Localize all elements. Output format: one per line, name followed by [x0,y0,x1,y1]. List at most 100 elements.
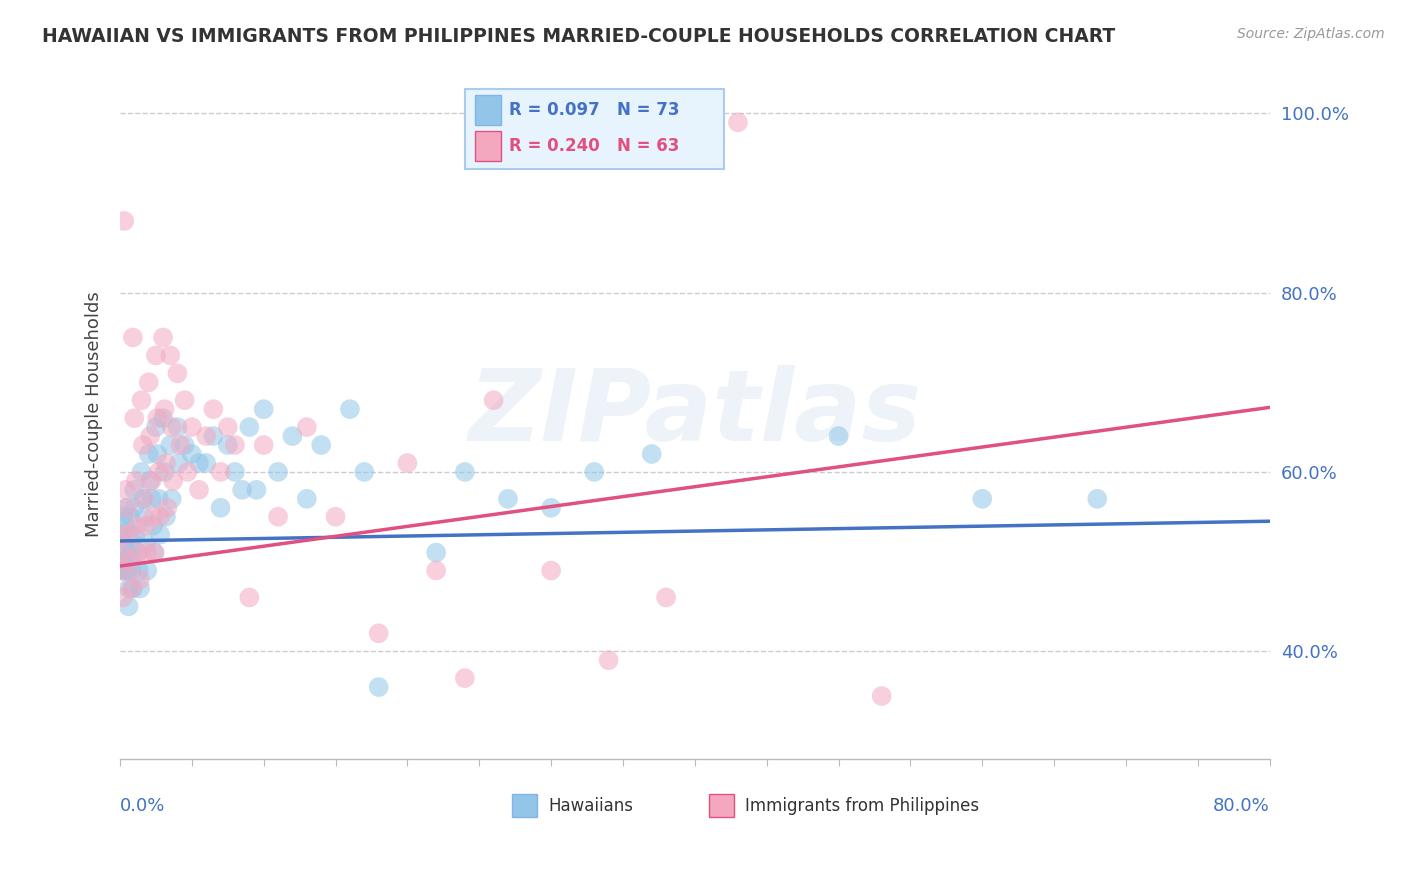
Point [153,402,176,417]
Text: ZIPatlas: ZIPatlas [468,365,921,462]
Point [173,393,195,408]
Point [132,438,155,452]
Point [166,420,188,434]
Point [295,420,318,434]
Text: Immigrants from Philippines: Immigrants from Philippines [745,797,980,814]
Point [173,438,195,452]
Point [125,474,148,488]
Point [148,465,170,479]
Point [135,536,157,550]
Point [128,564,150,578]
Point [117,599,139,614]
Point [138,376,160,390]
Point [110,555,132,569]
Point [148,491,170,506]
Point [155,509,177,524]
Point [267,509,290,524]
Point [353,465,375,479]
Point [149,509,172,524]
Point [202,402,225,417]
Text: Hawaiians: Hawaiians [548,797,634,814]
Point [160,420,183,434]
Point [142,518,165,533]
Point [540,500,562,515]
Text: Source: ZipAtlas.com: Source: ZipAtlas.com [1237,27,1385,41]
Point [325,509,347,524]
Point [118,509,141,524]
Point [110,564,132,578]
Text: 0.0%: 0.0% [120,797,166,814]
Point [224,438,246,452]
Point [149,527,172,541]
Point [121,546,143,560]
Y-axis label: Married-couple Households: Married-couple Households [86,291,103,536]
Point [217,438,239,452]
Point [367,680,389,694]
Point [134,491,156,506]
Text: 80.0%: 80.0% [1213,797,1270,814]
Point [115,564,138,578]
Point [339,402,361,417]
Point [111,564,134,578]
Point [114,483,136,497]
Point [641,447,664,461]
Point [146,447,169,461]
Point [176,465,198,479]
Point [309,438,332,452]
Point [121,564,143,578]
Point [231,483,253,497]
Point [131,393,153,408]
Point [114,500,136,515]
Point [124,411,146,425]
Point [454,671,477,685]
Point [145,348,167,362]
Point [153,465,176,479]
Point [253,438,276,452]
Point [295,491,318,506]
Point [125,527,148,541]
Point [367,626,389,640]
Point [152,411,174,425]
Point [209,500,232,515]
Point [111,536,134,550]
Point [112,555,135,569]
Point [110,546,132,560]
Point [117,527,139,541]
Point [118,555,141,569]
Point [253,402,276,417]
Point [209,465,232,479]
Point [166,367,188,381]
Point [136,546,159,560]
Point [138,447,160,461]
Point [238,591,260,605]
Point [111,509,134,524]
Point [117,582,139,596]
Point [598,653,620,667]
Point [114,518,136,533]
Point [180,420,202,434]
Point [132,491,155,506]
Point [482,393,505,408]
Point [112,214,135,228]
Point [454,465,477,479]
Text: R = 0.097   N = 73: R = 0.097 N = 73 [509,101,681,119]
Point [583,465,606,479]
Point [217,420,239,434]
Point [139,429,162,443]
Point [124,483,146,497]
Point [155,456,177,470]
Point [195,456,218,470]
Text: R = 0.240   N = 63: R = 0.240 N = 63 [509,136,679,154]
Point [156,500,179,515]
Point [972,491,994,506]
Point [127,546,149,560]
Point [496,491,519,506]
Point [188,456,211,470]
Point [143,546,166,560]
Point [115,500,138,515]
Point [245,483,267,497]
Point [129,582,152,596]
Point [195,429,218,443]
Point [134,509,156,524]
Point [180,447,202,461]
